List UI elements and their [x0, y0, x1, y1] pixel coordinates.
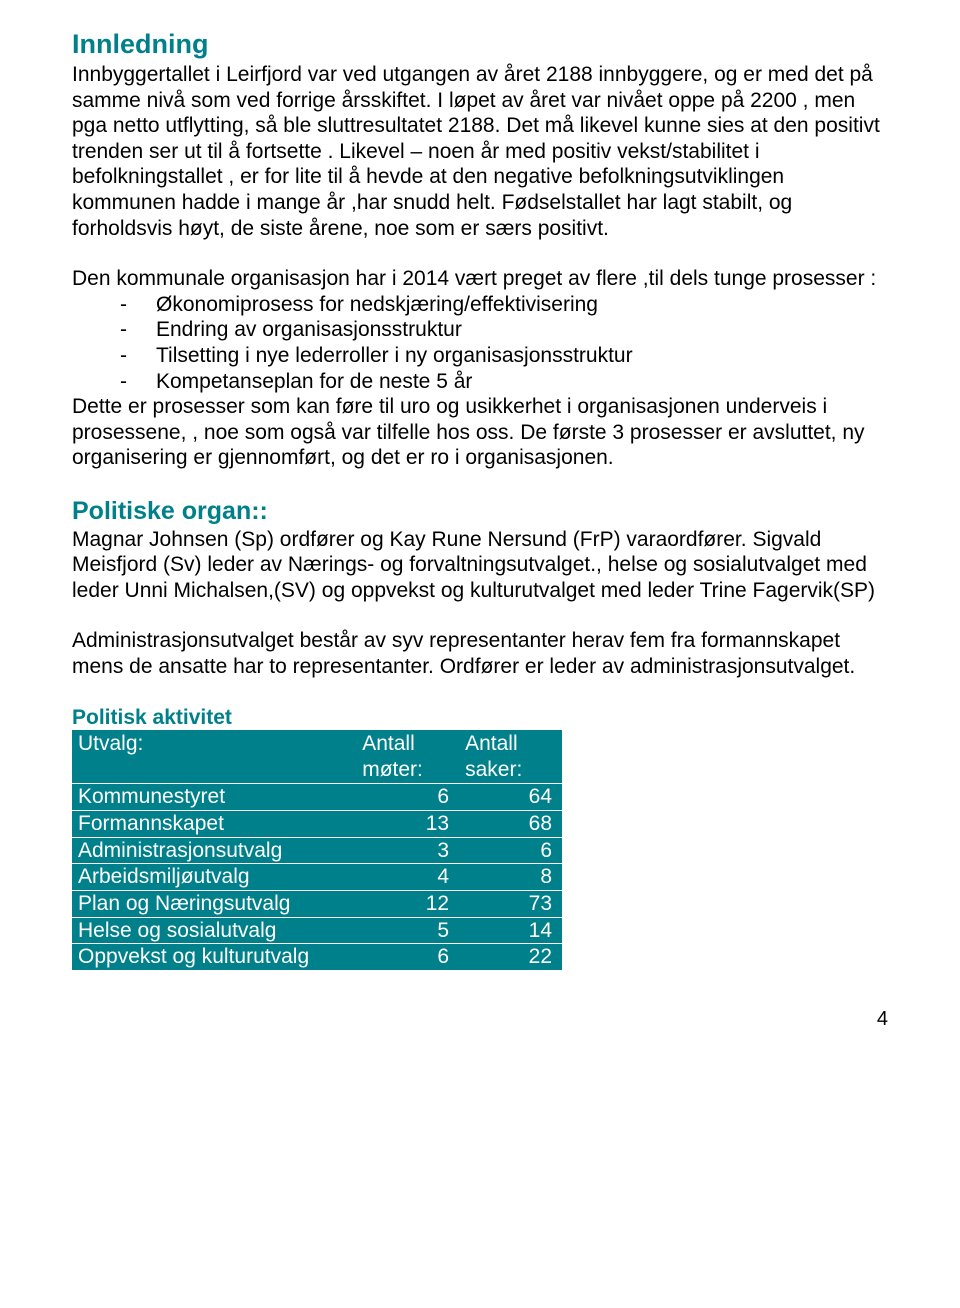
activity-table: Utvalg: Antall møter: Antall saker: Komm… [72, 730, 562, 970]
table-row: Arbeidsmiljøutvalg 4 8 [72, 864, 562, 891]
cell-moter: 5 [356, 917, 459, 944]
table-row: Kommunestyret 6 64 [72, 784, 562, 811]
list-item: Kompetanseplan for de neste 5 år [120, 369, 888, 395]
paragraph-intro: Innbyggertallet i Leirfjord var ved utga… [72, 62, 888, 241]
paragraph-adminutvalg: Administrasjonsutvalget består av syv re… [72, 628, 888, 679]
cell-name: Administrasjonsutvalg [72, 837, 356, 864]
cell-moter: 3 [356, 837, 459, 864]
table-row: Oppvekst og kulturutvalg 6 22 [72, 944, 562, 971]
table-body: Kommunestyret 6 64 Formannskapet 13 68 A… [72, 784, 562, 970]
cell-saker: 8 [459, 864, 562, 891]
cell-saker: 64 [459, 784, 562, 811]
cell-saker: 73 [459, 890, 562, 917]
cell-saker: 6 [459, 837, 562, 864]
col-saker: Antall saker: [459, 730, 562, 784]
table-row: Formannskapet 13 68 [72, 811, 562, 838]
list-item: Økonomiprosess for nedskjæring/effektivi… [120, 292, 888, 318]
table-row: Administrasjonsutvalg 3 6 [72, 837, 562, 864]
cell-name: Kommunestyret [72, 784, 356, 811]
cell-moter: 6 [356, 944, 459, 971]
col-moter: Antall møter: [356, 730, 459, 784]
heading-politisk-aktivitet: Politisk aktivitet [72, 705, 888, 731]
table-header-row: Utvalg: Antall møter: Antall saker: [72, 730, 562, 784]
paragraph-politiske-organ: Magnar Johnsen (Sp) ordfører og Kay Rune… [72, 527, 888, 604]
cell-moter: 4 [356, 864, 459, 891]
list-item: Endring av organisasjonsstruktur [120, 317, 888, 343]
cell-name: Formannskapet [72, 811, 356, 838]
list-item: Tilsetting i nye lederroller i ny organi… [120, 343, 888, 369]
heading-innledning: Innledning [72, 28, 888, 61]
cell-name: Helse og sosialutvalg [72, 917, 356, 944]
paragraph-processes-intro: Den kommunale organisasjon har i 2014 væ… [72, 266, 888, 292]
process-list: Økonomiprosess for nedskjæring/effektivi… [72, 292, 888, 394]
cell-moter: 6 [356, 784, 459, 811]
heading-politiske-organ: Politiske organ:: [72, 496, 888, 527]
cell-moter: 12 [356, 890, 459, 917]
paragraph-processes-after: Dette er prosesser som kan føre til uro … [72, 394, 888, 471]
cell-saker: 14 [459, 917, 562, 944]
table-row: Plan og Næringsutvalg 12 73 [72, 890, 562, 917]
cell-name: Plan og Næringsutvalg [72, 890, 356, 917]
col-utvalg: Utvalg: [72, 730, 356, 784]
cell-saker: 22 [459, 944, 562, 971]
cell-moter: 13 [356, 811, 459, 838]
page-number: 4 [72, 1007, 888, 1031]
cell-name: Arbeidsmiljøutvalg [72, 864, 356, 891]
table-row: Helse og sosialutvalg 5 14 [72, 917, 562, 944]
cell-saker: 68 [459, 811, 562, 838]
cell-name: Oppvekst og kulturutvalg [72, 944, 356, 971]
